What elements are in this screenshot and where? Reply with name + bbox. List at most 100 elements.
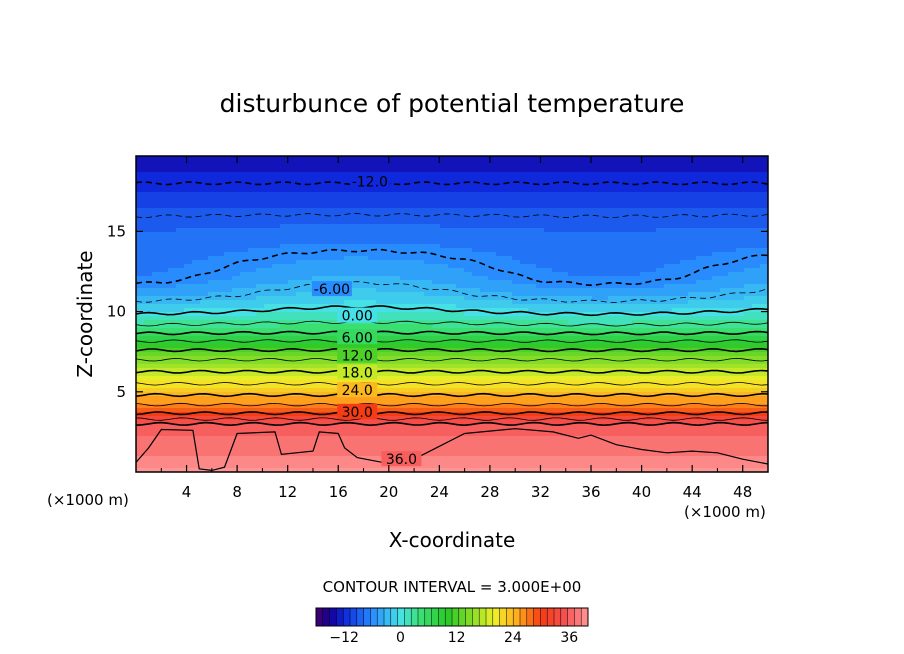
contour-label: 12.0	[342, 349, 373, 365]
contour-line	[136, 417, 768, 421]
colorbar-tick-label: 12	[448, 630, 466, 646]
y-tick-label: 5	[116, 383, 126, 401]
colorbar-cell	[350, 608, 358, 626]
contour-line	[136, 213, 768, 219]
x-tick-label: 28	[480, 483, 499, 501]
contour-line	[136, 281, 768, 303]
contour-label-bg	[337, 329, 378, 345]
colorbar-cell	[506, 608, 514, 626]
contour-line	[136, 411, 768, 416]
contour-label-bg	[337, 382, 378, 398]
contour-line	[136, 428, 768, 472]
colorbar-cell	[363, 608, 371, 626]
contour-label-bg	[349, 173, 390, 189]
colorbar-cell	[554, 608, 562, 626]
colorbar-cell	[322, 608, 330, 626]
colorbar-cell	[581, 608, 589, 626]
colorbar-cell	[431, 608, 439, 626]
colorbar-cell	[343, 608, 351, 626]
colorbar-cell	[567, 608, 575, 626]
contour-line	[136, 392, 768, 398]
colorbar-tick-label: 36	[560, 630, 578, 646]
x-tick-label: 48	[733, 483, 752, 501]
contour-label-bg	[337, 364, 378, 380]
x-unit-right: (×1000 m)	[684, 503, 766, 521]
contour-label: 6.00	[342, 330, 373, 346]
contour-lines	[136, 181, 768, 472]
contour-line	[136, 382, 768, 386]
x-tick-label: 40	[632, 483, 651, 501]
x-axis: 4 8 12 16 20 24 28 32 36 40 44 48	[160, 156, 752, 501]
colorbar-cell	[533, 608, 541, 626]
colorbar-cell	[520, 608, 528, 626]
x-tick-label: 4	[182, 483, 192, 501]
contour-label: -6.00	[314, 282, 350, 298]
colorbar-cell	[445, 608, 453, 626]
x-tick-label: 36	[581, 483, 600, 501]
contour-label: 30.0	[342, 405, 373, 421]
colorbar-cell	[390, 608, 398, 626]
colorbar-cell	[316, 608, 324, 626]
x-tick-label: 12	[278, 483, 297, 501]
contour-line	[136, 181, 768, 186]
colorbar-cell	[499, 608, 507, 626]
colorbar-cell	[526, 608, 534, 626]
colorbar	[315, 607, 589, 627]
contour-label: -12.0	[352, 175, 388, 191]
x-tick-label: 20	[379, 483, 398, 501]
colorbar-cell	[540, 608, 548, 626]
y-tick-label: 15	[107, 222, 126, 240]
colorbar-tick-label: 0	[396, 630, 405, 646]
contour-label-bg	[311, 281, 352, 297]
colorbar-cell	[452, 608, 460, 626]
contour-line	[136, 248, 768, 287]
colorbar-ticks: −12 0 12 24 36	[329, 630, 578, 646]
contour-interval-text: CONTOUR INTERVAL = 3.000E+00	[323, 578, 582, 596]
contour-label-bg	[337, 403, 378, 419]
colorbar-cell	[377, 608, 385, 626]
x-unit-left: (×1000 m)	[47, 491, 129, 509]
colorbar-tick-label: 24	[504, 630, 522, 646]
contour-label: 36.0	[386, 452, 417, 468]
colorbar-cell	[513, 608, 521, 626]
colorbar-tick-label: −12	[329, 630, 359, 646]
contour-line	[136, 369, 768, 374]
colorbar-cell	[424, 608, 432, 626]
x-tick-label: 16	[329, 483, 348, 501]
colorbar-cell	[370, 608, 378, 626]
x-tick-label: 44	[683, 483, 702, 501]
colorbar-cell	[492, 608, 500, 626]
colorbar-cell	[472, 608, 480, 626]
chart-title: disturbunce of potential temperature	[220, 89, 685, 118]
contour-label-bg	[337, 307, 378, 323]
colorbar-cell	[418, 608, 426, 626]
colorbar-cell	[438, 608, 446, 626]
colorbar-cell	[356, 608, 364, 626]
x-tick-label: 24	[430, 483, 449, 501]
colorbar-cell	[574, 608, 582, 626]
contour-line	[136, 320, 768, 327]
colorbar-cell	[465, 608, 473, 626]
contour-line	[136, 357, 768, 362]
y-tick-label: 10	[107, 303, 126, 321]
contour-label-bg	[381, 451, 422, 467]
contour-line	[136, 402, 768, 407]
colorbar-cell	[329, 608, 337, 626]
contour-label-bg	[337, 347, 378, 363]
colorbar-cell	[397, 608, 405, 626]
colorbar-cell	[458, 608, 466, 626]
x-axis-label: X-coordinate	[389, 528, 516, 552]
y-axis-label: Z-coordinate	[73, 250, 97, 377]
y-axis: 5 10 15	[107, 222, 768, 401]
colorbar-frame	[315, 607, 589, 627]
contour-line	[136, 347, 768, 353]
colorbar-cell	[384, 608, 392, 626]
contour-line	[136, 339, 768, 343]
contour-label: 18.0	[342, 366, 373, 382]
colorbar-cell	[486, 608, 494, 626]
x-tick-label: 8	[232, 483, 242, 501]
x-tick-label: 32	[531, 483, 550, 501]
colorbar-cell	[404, 608, 412, 626]
colorbar-cell	[336, 608, 344, 626]
